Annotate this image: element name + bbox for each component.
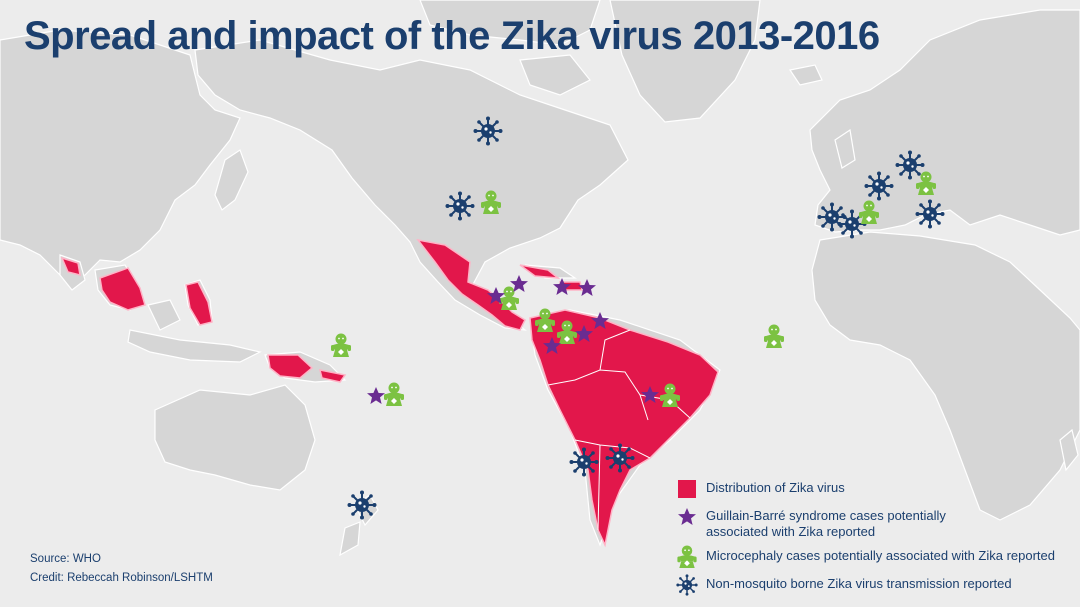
legend-item-distribution: Distribution of Zika virus <box>676 478 1076 500</box>
green-baby-icon <box>676 545 698 569</box>
legend-label: Distribution of Zika virus <box>706 480 845 495</box>
legend-item-transmission: Non-mosquito borne Zika virus transmissi… <box>676 573 1076 597</box>
red-square-icon <box>676 478 698 500</box>
credit-text: Credit: Rebeccah Robinson/LSHTM <box>30 572 213 584</box>
source-credit: Source: WHO Credit: Rebeccah Robinson/LS… <box>30 550 213 588</box>
legend-item-guillain-barre: Guillain-Barré syndrome cases potentiall… <box>676 506 1076 540</box>
purple-star-icon <box>676 506 698 528</box>
map-legend: Distribution of Zika virus Guillain-Barr… <box>676 478 1076 602</box>
legend-label: Non-mosquito borne Zika virus transmissi… <box>706 576 1012 591</box>
source-text: Source: WHO <box>30 553 101 565</box>
virus-icon <box>676 573 698 597</box>
zika-distribution-areas <box>60 238 719 548</box>
legend-label-line1: Guillain-Barré syndrome cases potentiall… <box>706 508 946 523</box>
legend-label-line2: associated with Zika reported <box>706 524 876 539</box>
legend-label: Microcephaly cases potentially associate… <box>706 548 1056 563</box>
legend-label: Guillain-Barré syndrome cases potentiall… <box>706 506 946 540</box>
page-title: Spread and impact of the Zika virus 2013… <box>24 14 880 58</box>
legend-item-microcephaly: Microcephaly cases potentially associate… <box>676 545 1076 569</box>
land-masses <box>0 0 1080 557</box>
